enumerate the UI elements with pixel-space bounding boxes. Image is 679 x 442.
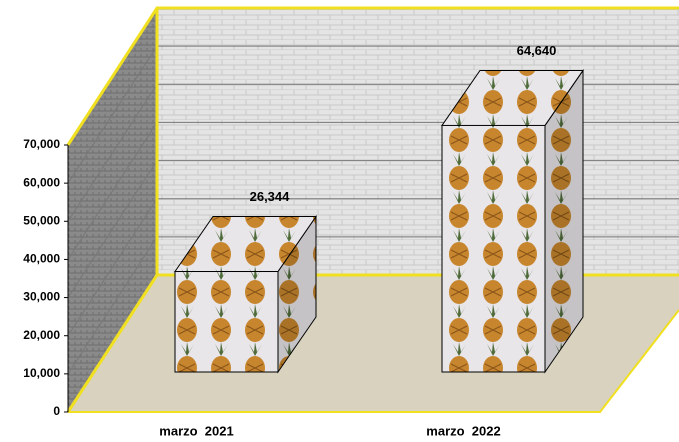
y-tick-label: 60,000 <box>23 175 60 189</box>
side-wall <box>68 8 157 412</box>
bar <box>441 68 584 374</box>
y-tick-label: 20,000 <box>23 328 60 342</box>
bar-side-shade <box>545 70 583 372</box>
bar-front <box>174 271 279 373</box>
data-label: 26,344 <box>250 189 291 204</box>
x-tick-label: marzo 2021 <box>159 423 233 438</box>
data-label: 64,640 <box>517 43 557 58</box>
x-tick-label: marzo 2022 <box>426 423 500 438</box>
y-tick-label: 30,000 <box>23 290 60 304</box>
bar-front <box>441 124 546 373</box>
bar-side-shade <box>278 216 316 372</box>
y-tick-label: 40,000 <box>23 252 60 266</box>
y-tick-label: 50,000 <box>23 213 60 227</box>
floor <box>68 275 679 412</box>
y-tick-label: 10,000 <box>23 366 60 380</box>
y-tick-label: 70,000 <box>23 137 60 151</box>
y-tick-label: 0 <box>53 404 60 418</box>
floor-edge <box>68 309 679 413</box>
bar <box>174 214 317 374</box>
